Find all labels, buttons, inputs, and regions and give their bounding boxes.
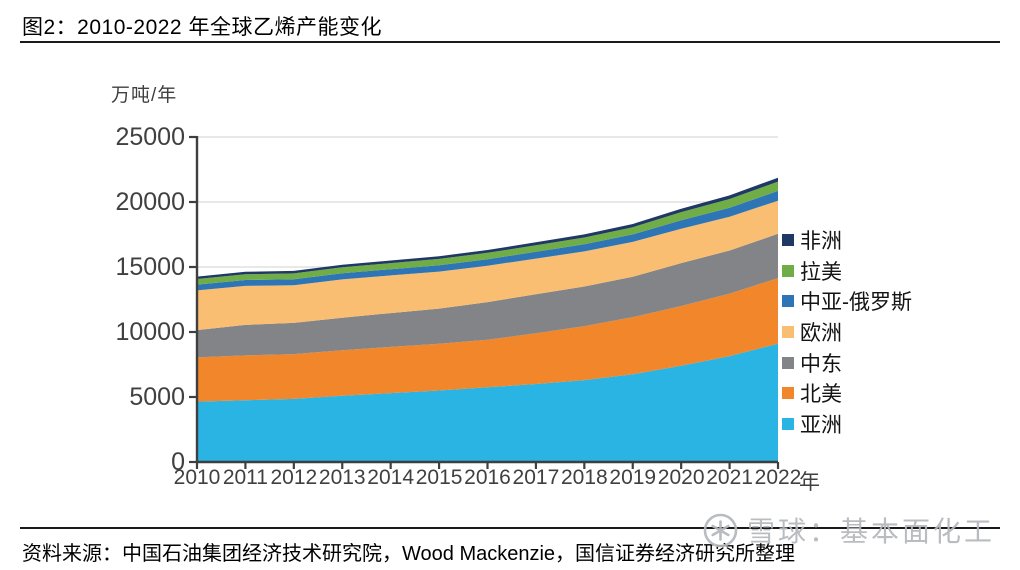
y-axis-label: 0: [171, 448, 185, 476]
legend-item-north-america: 北美: [782, 378, 912, 409]
legend-label: 欧洲: [800, 322, 842, 346]
figure-title: 图2：2010-2022 年全球乙烯产能变化: [22, 16, 382, 39]
x-axis-label: 2022: [754, 466, 802, 489]
x-axis-label: 2014: [367, 466, 415, 489]
area-central-asia-russia: [197, 190, 778, 291]
legend-label: 亚洲: [800, 413, 842, 437]
legend-item-asia: 亚洲: [782, 409, 912, 440]
area-north-america: [197, 278, 778, 402]
legend-label: 北美: [800, 383, 842, 407]
x-axis-label: 2016: [464, 466, 511, 489]
x-axis-label: 2011: [222, 466, 268, 489]
legend-swatch-europe: [782, 326, 794, 339]
x-axis-label: 2010: [173, 466, 221, 489]
legend-item-europe: 欧洲: [782, 317, 912, 348]
area-latin-america: [197, 181, 778, 285]
legend-item-middle-east: 中东: [782, 347, 912, 378]
legend-label: 拉美: [800, 260, 842, 284]
y-axis-unit-label: 万吨/年: [111, 85, 178, 106]
legend-item-central-asia-russia: 中亚-俄罗斯: [782, 286, 912, 317]
legend-swatch-central-asia-russia: [782, 295, 794, 308]
y-axis-label: 20000: [115, 188, 185, 216]
x-axis-label: 2012: [270, 466, 318, 489]
area-middle-east: [197, 233, 778, 358]
watermark: 雪球：基本面化工: [702, 510, 995, 550]
x-axis-label: 2015: [415, 466, 463, 489]
source-note: 资料来源：中国石油集团经济技术研究院，Wood Mackenzie，国信证券经济…: [22, 543, 796, 565]
legend-swatch-asia: [782, 417, 794, 430]
y-axis-label: 15000: [115, 253, 185, 281]
area-asia: [197, 343, 778, 462]
x-axis-label: 2013: [318, 466, 366, 489]
xueqiu-logo-icon: [703, 513, 738, 547]
x-axis-label: 2018: [560, 466, 608, 489]
area-europe: [197, 200, 778, 331]
legend-label: 非洲: [800, 230, 842, 254]
y-axis-label: 5000: [129, 383, 185, 411]
y-axis-label: 10000: [115, 318, 185, 346]
legend-swatch-africa: [782, 234, 794, 247]
legend-item-africa: 非洲: [782, 225, 912, 256]
legend-swatch-latin-america: [782, 264, 794, 277]
x-axis-label: 2020: [657, 466, 705, 489]
title-divider: [20, 41, 1000, 43]
legend-label: 中东: [800, 352, 842, 376]
y-axis-label: 25000: [115, 123, 185, 151]
watermark-text: 雪球：基本面化工: [747, 516, 996, 547]
chart-legend: 非洲拉美中亚-俄罗斯 欧洲中东北美亚洲: [782, 225, 912, 439]
area-africa: [197, 177, 778, 279]
x-axis-label: 2017: [512, 466, 560, 489]
legend-swatch-middle-east: [782, 356, 794, 369]
legend-item-latin-america: 拉美: [782, 256, 912, 287]
x-axis-label: 2019: [609, 466, 657, 489]
x-axis-label: 2021: [706, 466, 753, 489]
legend-label: 中亚-俄罗斯: [800, 291, 912, 315]
legend-swatch-north-america: [782, 387, 794, 400]
x-axis-unit-suffix: 年: [799, 471, 820, 494]
footer-divider: [20, 527, 1000, 529]
